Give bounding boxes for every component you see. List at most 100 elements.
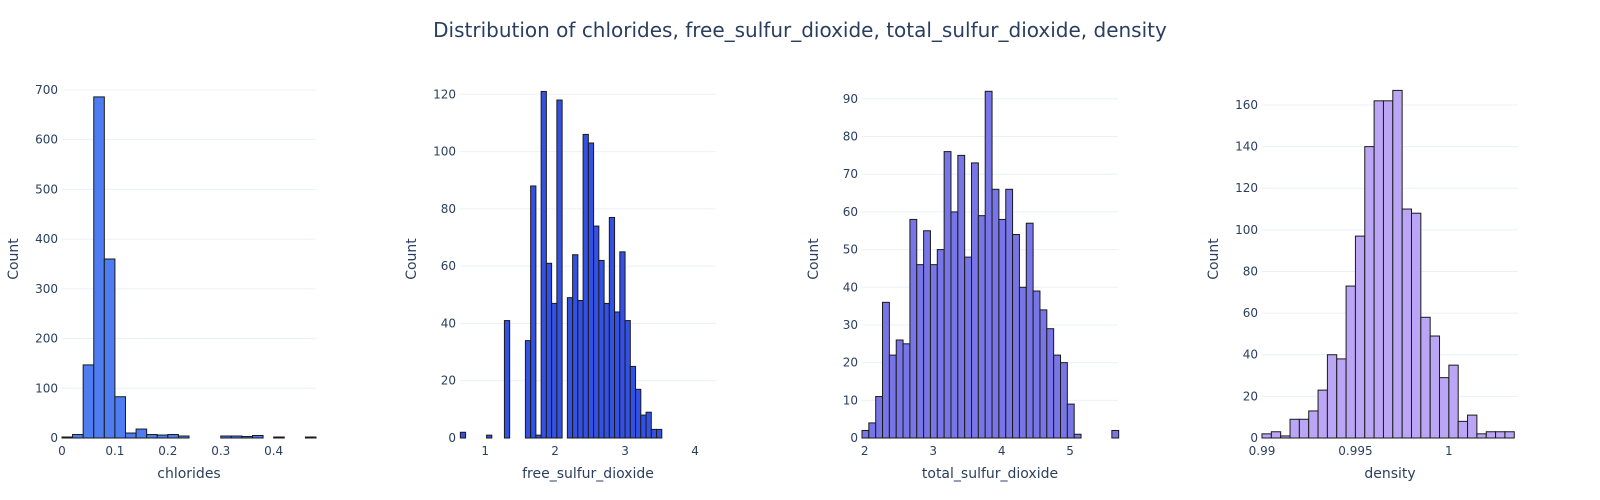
histogram-bar [1270,431,1282,439]
histogram-bar [1476,433,1487,439]
y-tick-label: 20 [843,356,858,370]
y-tick-label: 100 [433,145,456,159]
x-tick-label: 0 [58,444,66,458]
histogram-bar [1336,358,1347,439]
histogram-bar [1289,418,1300,439]
x-tick-label: 0.99 [1249,444,1276,458]
histogram-bar [135,428,148,439]
histogram-bar [503,320,511,439]
histogram-bar [551,302,558,439]
histogram-bar [1410,212,1422,439]
histogram-bar [1111,429,1120,439]
histogram-bar [545,262,553,439]
histogram-bar [916,264,925,439]
histogram-bar [1032,290,1041,439]
x-tick-label: 0.2 [158,444,177,458]
y-tick-label: 40 [1243,348,1258,362]
histogram-bar [640,414,647,439]
histogram-bar [614,311,621,439]
histogram-bar [868,422,877,439]
histogram-bar [1308,410,1319,439]
histogram-bar [1373,100,1384,439]
x-tick-label: 3 [929,444,937,458]
histogram-bar [1448,364,1459,439]
histogram-bar [1066,403,1075,439]
y-tick-label: 20 [441,374,456,388]
x-tick-label: 1 [1445,444,1453,458]
histogram-bar [619,251,626,439]
histogram-bar [624,320,631,439]
y-tick-label: 400 [35,232,58,246]
histogram-bar [146,434,158,439]
histogram-bar [114,396,126,439]
histogram-bar [950,211,959,439]
histogram-bar [603,302,610,439]
histogram-bar [875,396,884,439]
histogram-bar [304,436,317,439]
x-tick-label: 2 [551,444,559,458]
histogram-bar [1073,433,1082,439]
histogram-bar [593,225,600,439]
histogram-bar [156,434,169,439]
histogram-bar [957,154,966,439]
histogram-bar [1364,146,1375,439]
histogram-bar [650,428,658,439]
x-tick-label: 0.1 [105,444,124,458]
histogram-bar [1382,100,1394,439]
histogram-bar [645,411,652,439]
histogram-bar [1495,431,1506,439]
histogram-bar [535,434,542,439]
y-tick-label: 70 [843,167,858,181]
y-tick-label: 300 [35,282,58,296]
y-tick-label: 100 [1235,223,1258,237]
histogram-bar [1317,389,1328,439]
histogram-bar [1280,435,1291,439]
y-tick-label: 700 [35,83,58,97]
histogram-bar [929,264,938,439]
histogram-bar [1053,354,1062,439]
histogram-bar [167,434,179,439]
y-axis-label: Count [806,238,822,280]
histogram-bar [572,254,579,439]
histogram-bar [1039,309,1048,439]
histogram-bar [923,230,931,439]
histogram-bar [1005,188,1014,439]
histogram-bar [1457,420,1469,439]
histogram-bar [1420,316,1431,439]
y-tick-label: 90 [843,92,858,106]
y-tick-label: 160 [1235,98,1258,112]
y-tick-label: 200 [35,332,58,346]
histogram-bar [1060,362,1068,439]
histogram-bar [608,216,616,439]
histogram-bar [1354,235,1366,439]
histogram-bar [103,258,116,439]
histogram-bar [1345,285,1356,439]
histogram-bar [1401,208,1412,439]
x-tick-label: 0.4 [264,444,283,458]
histogram-bar [1025,222,1034,439]
y-tick-label: 10 [843,393,858,407]
y-tick-label: 60 [441,259,456,273]
histogram-bar [882,301,890,439]
histogram-bar [252,435,264,439]
histogram-bar [998,218,1007,439]
histogram-bar [977,215,986,439]
histogram-bar [459,431,467,439]
x-axis-label: chlorides [157,466,220,482]
histogram-bar [530,185,537,439]
histogram-bar [861,429,870,439]
histogram-bar [1046,328,1055,439]
histogram-bar [656,428,663,439]
y-tick-label: 30 [843,318,858,332]
histogram-bar [556,99,563,439]
x-tick-label: 4 [998,444,1006,458]
histogram-bar [93,96,105,439]
histogram-bar [82,364,95,439]
histogram-bar [971,162,979,439]
x-tick-label: 1 [481,444,489,458]
y-tick-label: 80 [843,130,858,144]
histogram-bar [1504,431,1515,439]
y-tick-label: 0 [50,431,58,445]
